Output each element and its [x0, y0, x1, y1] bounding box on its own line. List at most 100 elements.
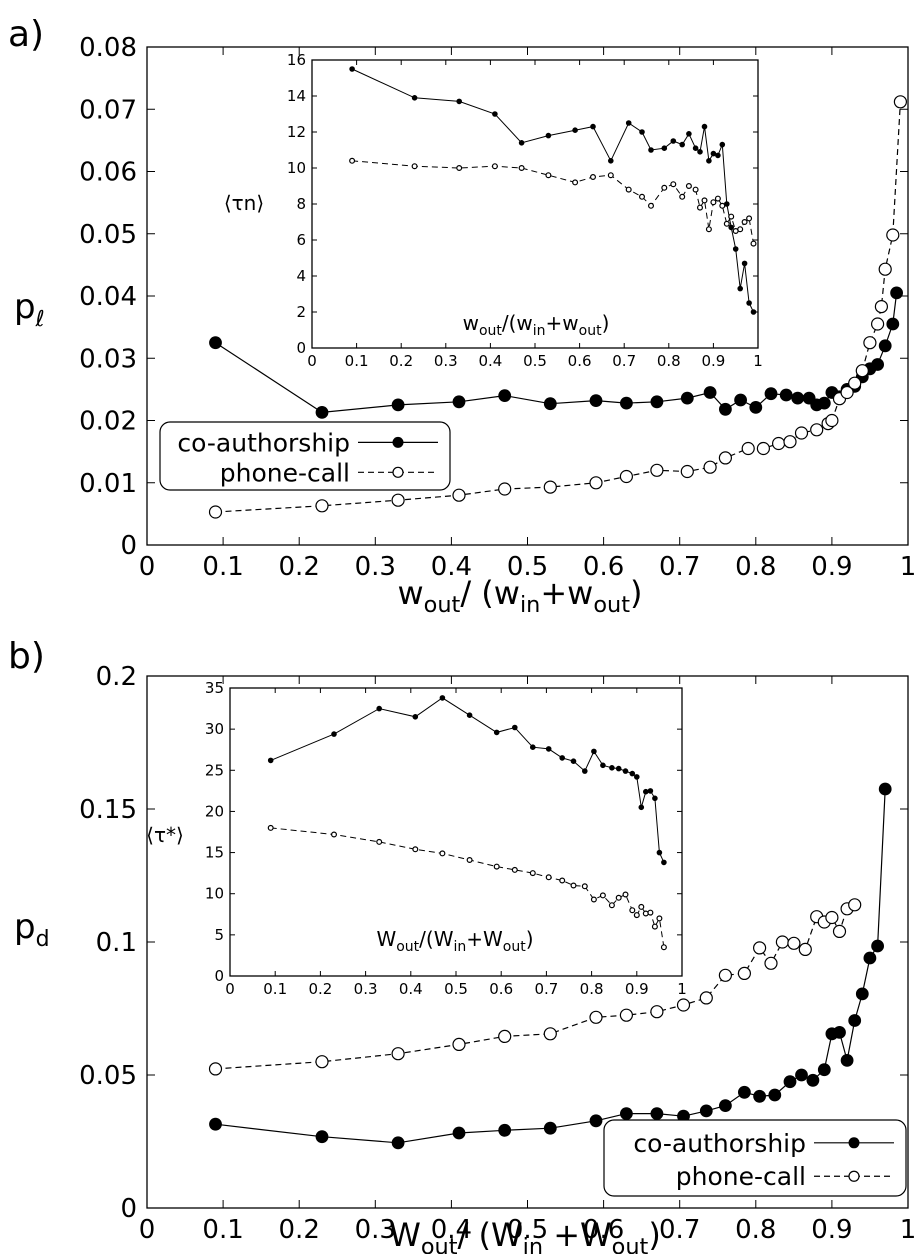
panel-b-phone-call-point [315, 1055, 329, 1069]
panel-a-x-axis-label-part-sub2: in [520, 592, 540, 618]
panel-a-co-authorship-point [719, 402, 732, 416]
panel-a-inset-phone-call-point [349, 157, 356, 164]
panel-b-inset-phone-call-point [622, 891, 629, 898]
panel-b-phone-call-point [718, 968, 733, 982]
panel-b-inset-co-authorship-point [638, 804, 645, 811]
panel-b-co-authorship-point [209, 1117, 222, 1131]
panel-b-inset-phone-call-point [651, 923, 658, 930]
panel-a-inset-phone-call-point [741, 219, 748, 226]
panel-b-inset-co-authorship-point [439, 695, 446, 701]
panel-a-inset-x-axis-label-part-sub1: out [479, 323, 502, 339]
panel-a-inset-co-authorship-point [701, 123, 708, 130]
panel-a-inset-x-tick-label: 0.6 [568, 352, 592, 370]
panel-b-co-authorship-point [855, 987, 869, 1001]
panel-a-x-tick-label: 0.3 [355, 552, 396, 582]
panel-b-co-authorship-point [817, 1063, 831, 1077]
panel-b-co-authorship-point [848, 1014, 862, 1027]
panel-b-phone-call-point [619, 1008, 634, 1022]
panel-a-inset-y-tick-label: 14 [287, 87, 306, 105]
panel-b-inset-x-tick-label: 0 [225, 980, 235, 998]
panel-a-inset-phone-call-point [737, 226, 744, 233]
panel-b-phone-call-point [498, 1029, 512, 1044]
panel-a-inset-x-tick-label: 0.1 [345, 352, 369, 370]
panel-a-inset-co-authorship-point [750, 309, 757, 315]
panel-a-inset-co-authorship-point [625, 120, 632, 126]
panel-b-inset-x-tick-label: 0.3 [354, 980, 378, 998]
panel-a-inset-co-authorship-point [670, 138, 677, 144]
panel-a-phone-call-point [771, 436, 786, 451]
panel-a-x-tick-label: 0.4 [431, 552, 472, 582]
panel-a-inset-co-authorship-point [492, 111, 498, 117]
panel-a-phone-call-point [208, 505, 223, 519]
panel-b-co-authorship-point [650, 1107, 664, 1120]
panel-a-inset-co-authorship-point [741, 260, 748, 267]
panel-a-phone-call-point [680, 464, 694, 479]
panel-b-inset-y-tick-label: 10 [205, 885, 224, 903]
panel-b-x-axis-label-part-base: W [389, 1216, 421, 1254]
panel-a-y-axis-label: pℓ [14, 287, 45, 332]
panel-b-inset-phone-call-point [660, 944, 667, 951]
panel-a-co-authorship-point [791, 391, 805, 405]
panel-b-inset-co-authorship-point [591, 748, 597, 755]
panel-a-co-authorship-point [589, 394, 603, 408]
panel-b-x-axis-label: Wout/ (Win +Wout) [389, 1216, 661, 1254]
panel-b-inset-phone-call-point [570, 882, 577, 889]
panel-a-phone-call-point [452, 488, 466, 502]
panel-b-co-authorship-point [878, 782, 892, 796]
panel-a-inset-co-authorship-point [719, 141, 726, 148]
panel-b-phone-call-point [752, 941, 767, 955]
panel-b-legend-label-phone-call: phone-call [676, 1162, 806, 1191]
panel-a-phone-call-point [391, 493, 405, 507]
panel-a-co-authorship-point [452, 395, 466, 409]
panel-a-inset-co-authorship-point [706, 158, 712, 164]
panel-b-inset-y-tick-label: 0 [214, 967, 224, 985]
panel-b-legend-box [603, 1119, 907, 1197]
panel-a-inset-x-tick-label: 0.5 [523, 352, 547, 370]
panel-a-y-tick-label: 0.08 [79, 33, 137, 63]
panel-b-inset-x-axis-label: Wout/(Win+Wout) [376, 927, 533, 955]
panel-a-co-authorship-point [878, 339, 892, 353]
panel-b-co-authorship-point [783, 1075, 797, 1089]
panel-a-phone-call-point [718, 451, 733, 465]
panel-b-inset-co-authorship-point [633, 774, 640, 780]
panel-b-phone-call-point [676, 998, 691, 1012]
panel-b-inset-phone-call-point [493, 863, 500, 870]
panel-a-inset-phone-call-point [719, 202, 726, 209]
panel-a-inset-x-tick-label: 0.7 [612, 352, 636, 370]
panel-a-x-axis-label-part-base: w [397, 574, 423, 612]
panel-a-phone-call-point [870, 317, 885, 331]
panel-a-inset-y-tick-label: 16 [287, 51, 306, 69]
panel-b-inset-co-authorship-point [615, 765, 622, 772]
panel-b-co-authorship-point [315, 1130, 329, 1144]
panel-b-inset-x-tick-label: 0.6 [489, 980, 513, 998]
panel-b-co-authorship-point [452, 1126, 466, 1140]
panel-a-inset-phone-call-point [572, 179, 579, 186]
panel-a-letter: a) [8, 14, 44, 55]
panel-b-phone-call-point [589, 1010, 603, 1024]
panel-a-inset-phone-call-point [661, 184, 668, 191]
panel-b-inset-co-authorship-point [570, 758, 577, 764]
panel-b-phone-call-point [832, 924, 847, 939]
panel-b-inset-co-authorship-point [267, 757, 274, 764]
panel-a-legend-marker-co-authorship [392, 436, 404, 448]
panel-a-inset-co-authorship-point [715, 152, 721, 159]
panel-a-inset-phone-call-point [607, 172, 614, 179]
panel-a-x-tick-label: 0.8 [735, 552, 776, 582]
panel-a-y-tick-label: 0.07 [79, 95, 137, 125]
panel-b-x-tick-label: 0.3 [355, 1215, 396, 1245]
panel-b-inset-co-authorship-point [559, 755, 565, 761]
panel-a-phone-call-point [874, 300, 889, 314]
panel-b-inset-co-authorship-point [545, 746, 552, 752]
panel-a-co-authorship-point [871, 358, 884, 371]
panel-b-inset-background [230, 686, 682, 976]
panel-a-phone-call-point [756, 441, 771, 456]
panel-a-inset-co-authorship-point [607, 158, 614, 164]
panel-a-inset-phone-call-point [723, 220, 730, 227]
panel-b-phone-call-point [543, 1027, 557, 1041]
panel-a-phone-call-point [783, 435, 797, 449]
panel-a-inset-phone-call-point [728, 213, 735, 220]
panel-b-inset-co-authorship-point [581, 768, 588, 774]
panel-a-inset-phone-call-point [685, 183, 692, 190]
panel-a-inset-phone-call-point [545, 172, 552, 179]
